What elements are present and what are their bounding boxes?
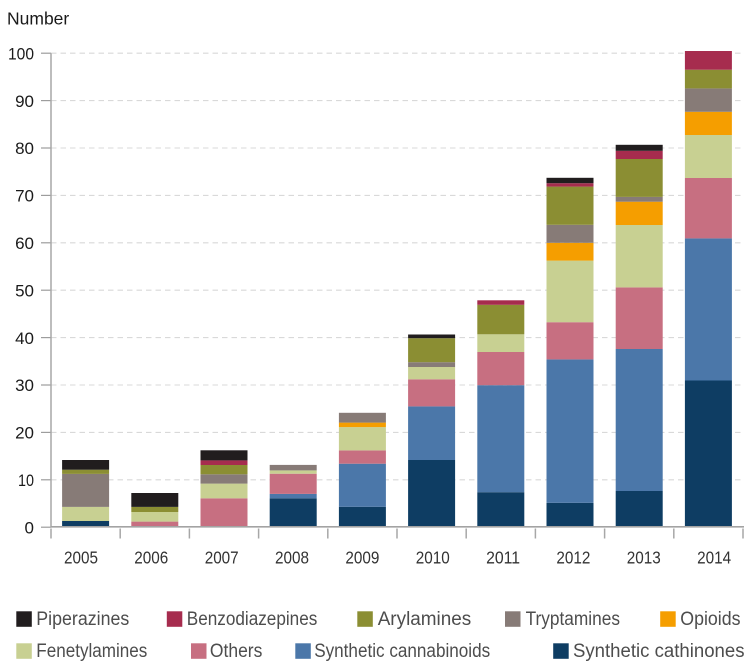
svg-text:2009: 2009 — [345, 548, 379, 568]
svg-text:2008: 2008 — [275, 548, 309, 568]
svg-text:80: 80 — [15, 139, 34, 158]
svg-text:2014: 2014 — [697, 548, 731, 568]
svg-text:Number: Number — [7, 9, 69, 29]
svg-text:40: 40 — [15, 329, 34, 348]
svg-text:Benzodiazepines: Benzodiazepines — [187, 609, 317, 630]
svg-text:2005: 2005 — [64, 548, 98, 568]
svg-text:Synthetic cannabinoids: Synthetic cannabinoids — [314, 641, 490, 662]
svg-text:Piperazines: Piperazines — [36, 609, 129, 630]
svg-text:Tryptamines: Tryptamines — [526, 609, 620, 630]
svg-text:2007: 2007 — [205, 548, 239, 568]
svg-text:0: 0 — [25, 518, 34, 537]
svg-text:Fenetylamines: Fenetylamines — [36, 641, 147, 662]
svg-text:2006: 2006 — [134, 548, 168, 568]
svg-text:30: 30 — [15, 376, 34, 395]
svg-text:2013: 2013 — [627, 548, 661, 568]
svg-text:20: 20 — [15, 424, 34, 443]
svg-text:10: 10 — [18, 471, 34, 490]
svg-text:90: 90 — [15, 92, 34, 111]
svg-text:Others: Others — [210, 641, 263, 662]
svg-text:60: 60 — [15, 234, 34, 253]
svg-text:2010: 2010 — [416, 548, 450, 568]
svg-text:100: 100 — [8, 44, 34, 63]
svg-text:70: 70 — [15, 187, 34, 206]
svg-text:2012: 2012 — [556, 548, 590, 568]
svg-text:Synthetic cathinones: Synthetic cathinones — [573, 641, 745, 662]
svg-text:2011: 2011 — [486, 548, 520, 568]
svg-text:50: 50 — [15, 281, 34, 300]
svg-text:Opioids: Opioids — [680, 609, 740, 630]
svg-text:Arylamines: Arylamines — [378, 609, 472, 630]
